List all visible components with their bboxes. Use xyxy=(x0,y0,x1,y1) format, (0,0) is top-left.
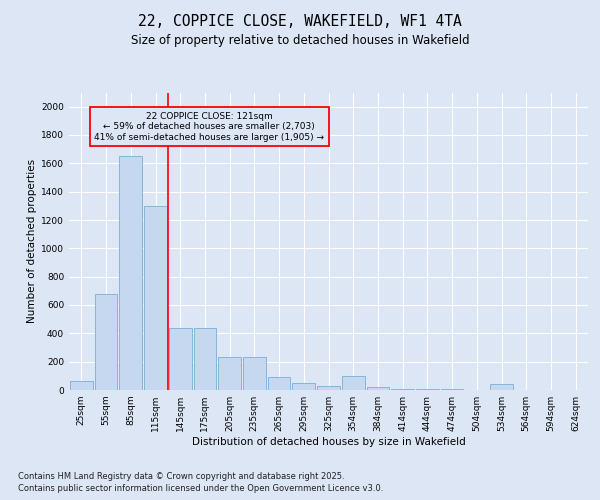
Bar xyxy=(317,386,340,390)
Bar xyxy=(292,383,315,390)
Bar xyxy=(70,381,93,390)
Bar xyxy=(169,328,191,390)
Bar xyxy=(367,387,389,390)
Bar xyxy=(441,389,463,390)
Text: Contains HM Land Registry data © Crown copyright and database right 2025.: Contains HM Land Registry data © Crown c… xyxy=(18,472,344,481)
Y-axis label: Number of detached properties: Number of detached properties xyxy=(27,159,37,324)
Text: 22, COPPICE CLOSE, WAKEFIELD, WF1 4TA: 22, COPPICE CLOSE, WAKEFIELD, WF1 4TA xyxy=(138,14,462,29)
Bar xyxy=(194,328,216,390)
Bar xyxy=(119,156,142,390)
Text: Contains public sector information licensed under the Open Government Licence v3: Contains public sector information licen… xyxy=(18,484,383,493)
Bar xyxy=(144,206,167,390)
Bar xyxy=(342,376,365,390)
Text: Size of property relative to detached houses in Wakefield: Size of property relative to detached ho… xyxy=(131,34,469,47)
Bar xyxy=(95,294,118,390)
Text: 22 COPPICE CLOSE: 121sqm
← 59% of detached houses are smaller (2,703)
41% of sem: 22 COPPICE CLOSE: 121sqm ← 59% of detach… xyxy=(94,112,324,142)
Bar xyxy=(268,377,290,390)
Bar xyxy=(490,384,513,390)
Bar xyxy=(218,358,241,390)
Bar xyxy=(243,358,266,390)
X-axis label: Distribution of detached houses by size in Wakefield: Distribution of detached houses by size … xyxy=(191,437,466,447)
Bar xyxy=(391,389,414,390)
Bar xyxy=(416,389,439,390)
